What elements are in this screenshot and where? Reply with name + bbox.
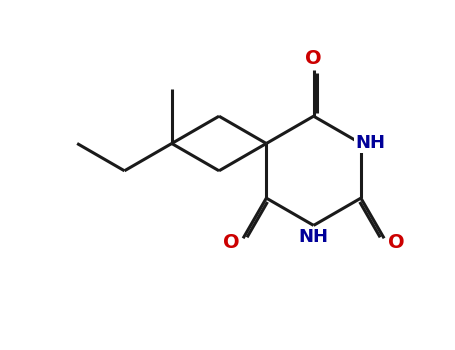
Text: O: O — [305, 49, 322, 68]
Text: O: O — [388, 233, 404, 252]
Text: NH: NH — [298, 228, 329, 246]
Text: O: O — [223, 233, 240, 252]
Text: NH: NH — [355, 134, 385, 153]
